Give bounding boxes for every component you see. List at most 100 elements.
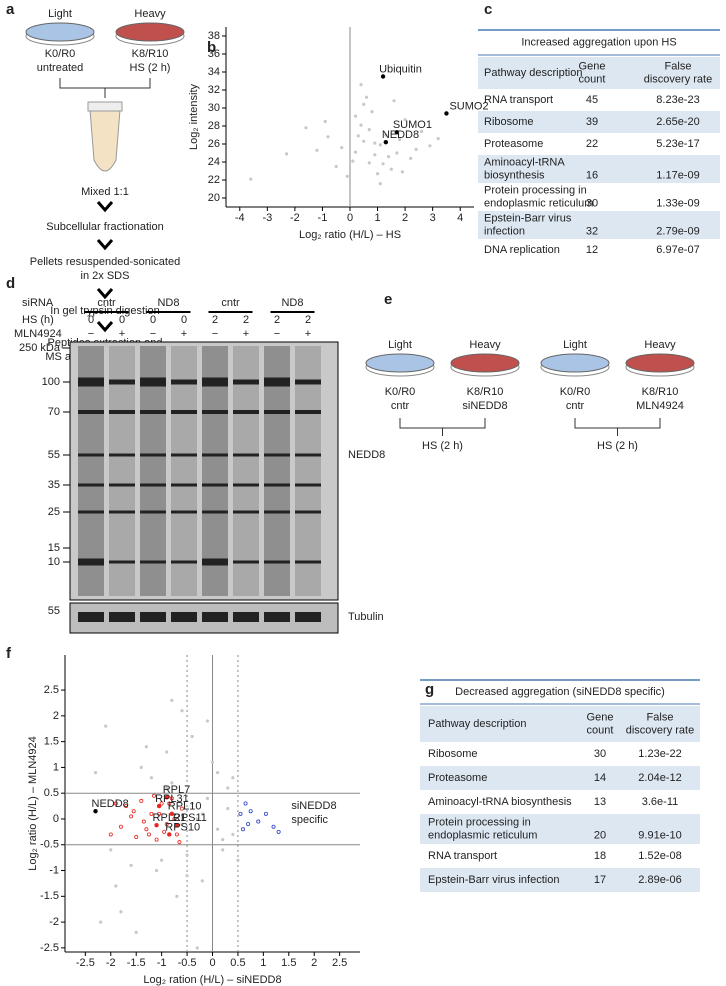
point xyxy=(99,920,103,924)
label: 15 xyxy=(48,542,60,554)
point xyxy=(398,137,402,142)
point xyxy=(414,147,418,151)
lane xyxy=(109,346,135,596)
point xyxy=(205,719,210,723)
y-tick-label: -2 xyxy=(49,916,59,928)
row-label: HS (h) xyxy=(22,314,54,326)
cell: 3.6e-11 xyxy=(642,796,679,808)
band xyxy=(140,612,166,622)
row-bg xyxy=(420,868,700,892)
point xyxy=(154,868,159,873)
point xyxy=(164,795,169,800)
header-cell: Pathway description xyxy=(484,67,582,79)
cell: 20 xyxy=(594,829,606,841)
point xyxy=(226,786,230,790)
point xyxy=(276,829,281,834)
x-tick-label: -2 xyxy=(106,957,116,969)
y-tick-label: 20 xyxy=(208,192,220,204)
tube-cap xyxy=(87,101,123,112)
y-tick-label: -2.5 xyxy=(40,942,59,954)
y-tick-label: 30 xyxy=(208,102,220,114)
band xyxy=(295,379,321,385)
header-bg xyxy=(420,706,700,742)
arrow xyxy=(96,201,114,213)
label: 2 xyxy=(243,314,249,326)
x-tick-label: 0 xyxy=(347,212,353,224)
row-label: MLN4924 xyxy=(14,328,62,340)
band xyxy=(109,453,135,457)
label: untreated xyxy=(37,62,83,74)
point-label: RPL10 xyxy=(168,801,202,813)
label: cntr xyxy=(566,400,585,412)
cell: Proteasome xyxy=(428,772,487,784)
band xyxy=(109,560,135,564)
point xyxy=(134,930,138,935)
point xyxy=(400,170,404,174)
x-tick-label: 1 xyxy=(374,212,380,224)
band xyxy=(202,510,228,514)
band xyxy=(202,410,228,414)
point xyxy=(113,801,118,806)
point xyxy=(221,837,225,842)
point xyxy=(271,824,276,829)
label: + xyxy=(243,328,249,340)
label: + xyxy=(305,328,311,340)
dish xyxy=(625,353,695,373)
y-axis-label: Log₂ intensity xyxy=(188,83,200,150)
point xyxy=(154,837,159,842)
brace xyxy=(399,418,486,436)
point xyxy=(169,796,174,801)
band xyxy=(78,558,104,566)
point xyxy=(381,162,385,166)
band xyxy=(295,612,321,622)
cell: 1.23e-22 xyxy=(638,748,681,760)
lane xyxy=(233,346,259,596)
point xyxy=(109,848,113,852)
antibody-label: Tubulin xyxy=(348,611,384,623)
point xyxy=(353,114,358,118)
point xyxy=(351,159,355,163)
label: MLN4924 xyxy=(636,400,684,412)
cell: 1.33e-09 xyxy=(656,197,699,209)
band xyxy=(202,453,228,457)
point xyxy=(428,144,432,148)
point xyxy=(167,801,172,806)
point xyxy=(386,155,391,159)
band xyxy=(109,379,135,385)
point xyxy=(149,776,154,780)
header-cell: Gene xyxy=(579,60,606,72)
point xyxy=(119,910,123,914)
cell: 30 xyxy=(586,197,598,209)
point xyxy=(215,770,220,775)
point xyxy=(353,150,358,154)
band xyxy=(171,510,197,514)
label: − xyxy=(274,328,280,340)
label: − xyxy=(150,328,156,340)
row-bg xyxy=(420,814,700,844)
band xyxy=(264,612,290,622)
point xyxy=(93,770,98,775)
point xyxy=(285,152,289,156)
cell: 2.04e-12 xyxy=(638,772,681,784)
header-cell: False xyxy=(665,60,692,72)
band xyxy=(140,560,166,564)
y-tick-label: 2 xyxy=(53,710,59,722)
point xyxy=(395,151,399,155)
band xyxy=(202,377,228,387)
point xyxy=(373,153,377,157)
x-tick-label: 1 xyxy=(260,957,266,969)
point xyxy=(236,858,240,862)
band xyxy=(171,560,197,564)
panel-label: g xyxy=(425,681,434,698)
point xyxy=(263,811,268,816)
dish xyxy=(450,353,520,373)
label: Light xyxy=(48,8,72,20)
band xyxy=(233,453,259,457)
label: Light xyxy=(388,339,412,351)
point-label: SUMO2 xyxy=(449,100,488,112)
cell: Ribosome xyxy=(484,116,534,128)
point xyxy=(180,822,184,826)
x-tick-label: -2 xyxy=(290,212,300,224)
point xyxy=(164,822,169,827)
panel-label: e xyxy=(384,291,392,308)
